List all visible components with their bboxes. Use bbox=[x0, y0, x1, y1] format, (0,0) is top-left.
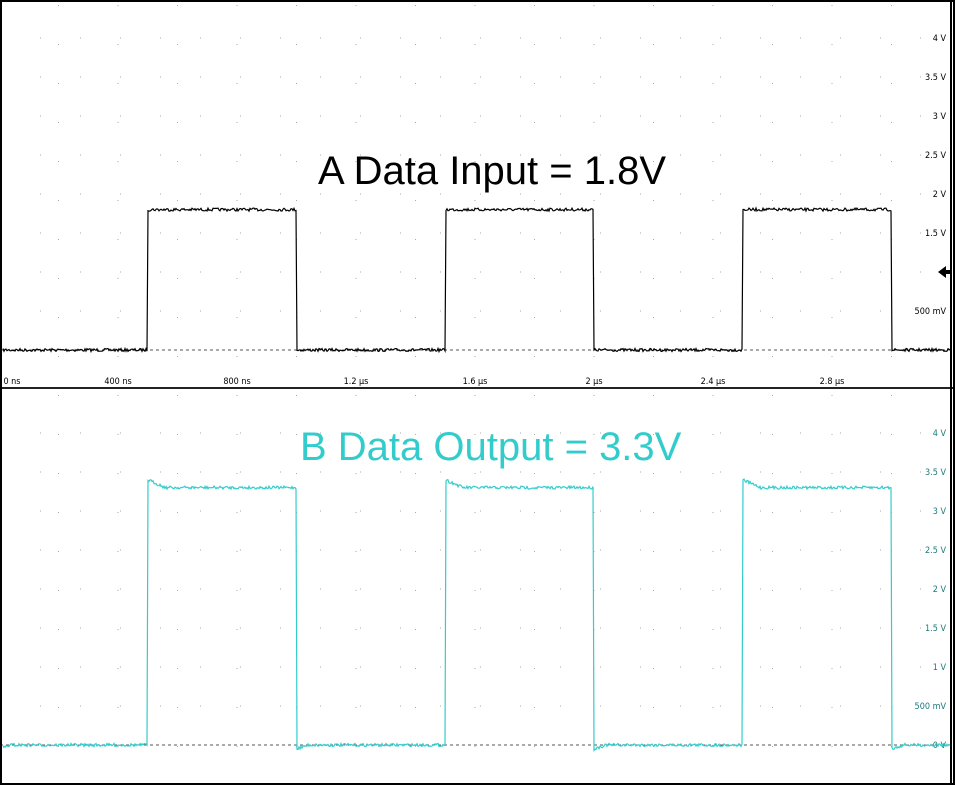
y-tick-label: 2 V bbox=[933, 585, 947, 595]
signal-trace bbox=[2, 206, 951, 354]
y-tick-label: 500 mV bbox=[915, 702, 947, 712]
y-tick-label: 1.5 V bbox=[925, 624, 946, 634]
x-tick-label: 400 ns bbox=[104, 377, 131, 387]
y-tick-label: 3.5 V bbox=[925, 468, 946, 478]
x-tick-label: 2 µs bbox=[585, 377, 602, 387]
y-tick-label: 3 V bbox=[933, 112, 947, 122]
panel-b-title: B Data Output = 3.3V bbox=[300, 425, 682, 469]
x-tick-label: 800 ns bbox=[223, 377, 250, 387]
time-axis: 0 ns 400 ns 800 ns 1.2 µs 1.6 µs 2 µs 2.4 µs 2.… bbox=[3, 377, 844, 387]
y-tick-label: 2.5 V bbox=[925, 151, 946, 161]
y-tick-label: 3 V bbox=[933, 507, 947, 517]
y-tick-label: 1.5 V bbox=[925, 229, 946, 239]
y-tick-label: 0 V bbox=[933, 741, 947, 751]
panel-a-data-input: 4 V 3.5 V 3 V 2.5 V 2 V 1.5 V 500 mV bbox=[0, 5, 951, 373]
x-tick-label: 2.4 µs bbox=[701, 377, 726, 387]
x-tick-label: 0 ns bbox=[3, 377, 20, 387]
y-tick-label: 4 V bbox=[933, 429, 947, 439]
panel-a-title: A Data Input = 1.8V bbox=[318, 149, 666, 193]
x-tick-label: 1.6 µs bbox=[463, 377, 488, 387]
panel-b-data-output: 4 V 3.5 V 3 V 2.5 V 2 V 1.5 V 1 V 500 mV 0 V bbox=[0, 395, 951, 780]
ground-marker-arrow-icon bbox=[938, 266, 950, 278]
y-tick-label: 2 V bbox=[933, 190, 947, 200]
y-tick-label: 2.5 V bbox=[925, 546, 946, 556]
y-tick-label: 4 V bbox=[933, 34, 947, 44]
x-tick-label: 2.8 µs bbox=[820, 377, 845, 387]
y-tick-label: 500 mV bbox=[915, 307, 947, 317]
y-tick-label: 1 V bbox=[933, 663, 947, 673]
signal-trace bbox=[2, 478, 951, 752]
x-tick-label: 1.2 µs bbox=[344, 377, 369, 387]
y-tick-label: 3.5 V bbox=[925, 73, 946, 83]
